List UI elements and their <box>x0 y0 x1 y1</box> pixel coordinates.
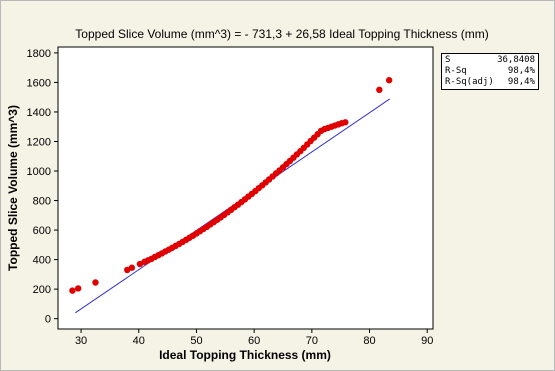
stat-row-s: S 36,8408 <box>445 55 535 66</box>
stat-value: 36,8408 <box>497 55 535 66</box>
y-tick-label: 1400 <box>27 107 51 119</box>
stat-row-r-sq: R-Sq 98,4% <box>445 66 535 77</box>
y-tick-label: 1800 <box>27 48 51 60</box>
stat-label: R-Sq(adj) <box>445 77 494 88</box>
data-point <box>69 287 75 293</box>
y-tick-label: 600 <box>33 225 51 237</box>
y-tick-label: 200 <box>33 284 51 296</box>
data-point <box>376 87 382 93</box>
stat-row-r-sq-adj: R-Sq(adj) 98,4% <box>445 77 535 88</box>
y-tick-label: 0 <box>45 314 51 326</box>
data-point <box>386 77 392 83</box>
x-tick-label: 30 <box>75 335 87 347</box>
y-tick-label: 800 <box>33 196 51 208</box>
stat-label: S <box>445 55 450 66</box>
y-tick-label: 1200 <box>27 136 51 148</box>
data-point <box>129 265 135 271</box>
x-tick-label: 90 <box>421 335 433 347</box>
x-axis-label: Ideal Topping Thickness (mm) <box>159 348 331 362</box>
x-tick-label: 40 <box>133 335 145 347</box>
y-tick-label: 1600 <box>27 77 51 89</box>
data-point <box>75 285 81 291</box>
stat-value: 98,4% <box>508 77 535 88</box>
y-tick-label: 1000 <box>27 166 51 178</box>
regression-stats-box: S 36,8408 R-Sq 98,4% R-Sq(adj) 98,4% <box>441 53 539 90</box>
x-tick-label: 70 <box>306 335 318 347</box>
data-point <box>342 119 348 125</box>
x-tick-label: 80 <box>363 335 375 347</box>
stat-label: R-Sq <box>445 66 467 77</box>
data-point <box>92 279 98 285</box>
chart-title: Topped Slice Volume (mm^3) = - 731,3 + 2… <box>75 27 488 41</box>
y-axis-label: Topped Slice Volume (mm^3) <box>6 105 20 271</box>
x-tick-label: 50 <box>190 335 202 347</box>
stat-value: 98,4% <box>508 66 535 77</box>
x-tick-label: 60 <box>248 335 260 347</box>
y-tick-label: 400 <box>33 255 51 267</box>
